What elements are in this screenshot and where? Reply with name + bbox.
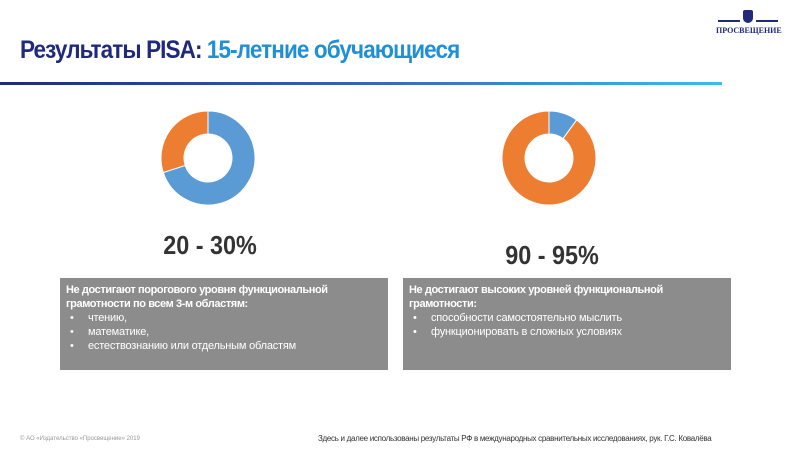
donut-chart-right	[501, 110, 597, 206]
list-item: естествознанию или отдельным областям	[66, 339, 382, 353]
copyright: © АО «Издательство «Просвещение» 2019	[20, 436, 140, 442]
donut-slice	[501, 110, 597, 206]
logo-text: ПРОСВЕЩЕНИЕ	[716, 26, 782, 35]
list-item: чтению,	[66, 311, 382, 325]
percent-label-left: 20 - 30%	[163, 230, 257, 260]
page-title: Результаты PISA: 15-летние обучающиеся	[20, 36, 460, 65]
title-divider	[0, 82, 722, 85]
list-item: математике,	[66, 325, 382, 339]
box-heading: Не достигают высоких уровней функциональ…	[409, 284, 663, 310]
list-item: функционировать в сложных условиях	[409, 325, 725, 339]
title-part1: Результаты PISA:	[20, 36, 207, 64]
box-heading: Не достигают порогового уровня функциона…	[66, 284, 328, 310]
percent-label-right: 90 - 95%	[505, 240, 599, 270]
list-item: способности самостоятельно мыслить	[409, 311, 725, 325]
donut-slice	[162, 110, 256, 206]
title-part2: 15-летние обучающиеся	[206, 36, 460, 64]
logo: ПРОСВЕЩЕНИЕ	[716, 10, 782, 35]
donut-chart-left	[160, 110, 256, 206]
footnote: Здесь и далее использованы результаты РФ…	[318, 434, 712, 443]
right-info-box: Не достигают высоких уровней функциональ…	[403, 278, 731, 370]
donut-slice	[160, 110, 209, 174]
logo-icon	[743, 10, 753, 23]
left-info-box: Не достигают порогового уровня функциона…	[60, 278, 388, 370]
